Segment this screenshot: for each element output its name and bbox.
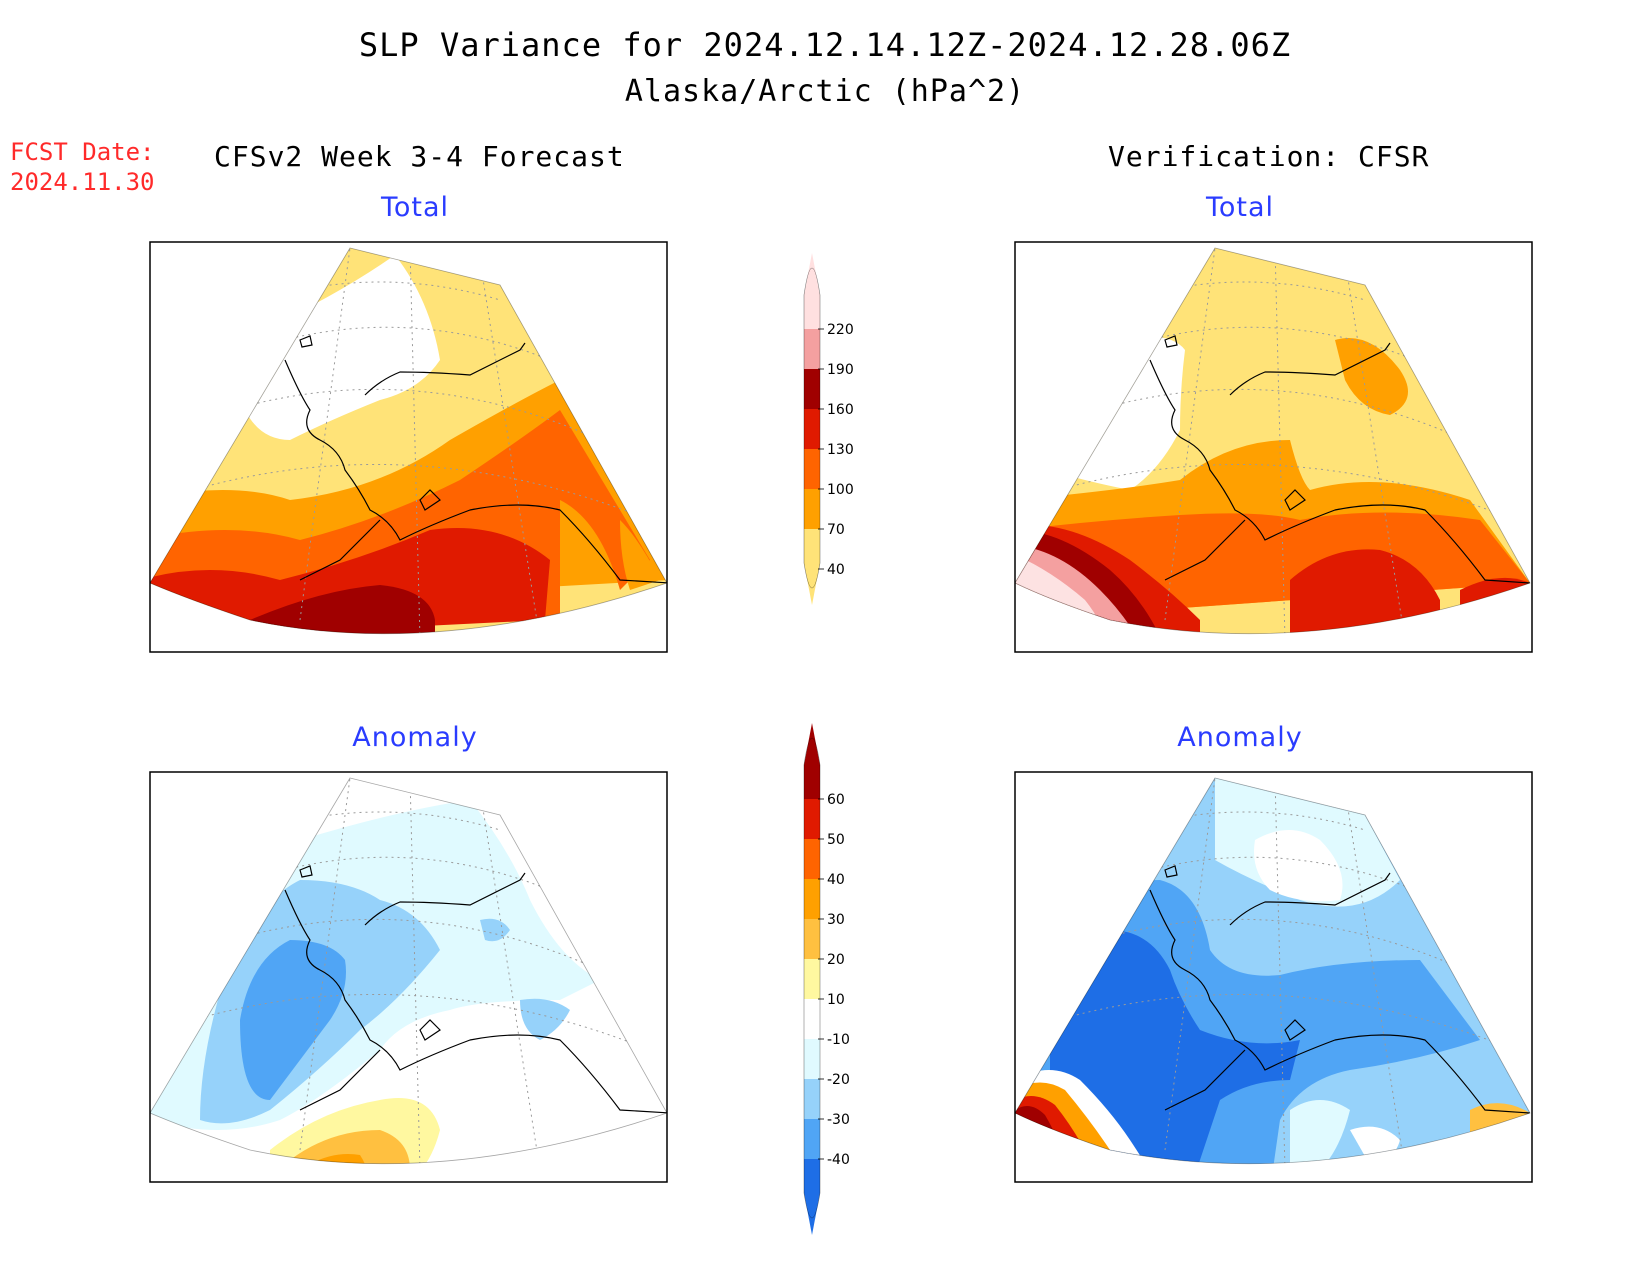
colorbar-anomaly-tick-label: 50 <box>827 832 845 848</box>
fcst-date-value: 2024.11.30 <box>10 168 155 196</box>
panel-title-verification-anomaly: Anomaly <box>1177 722 1303 753</box>
colorbar-anomaly-tick-label: 10 <box>827 992 845 1008</box>
colorbar-total-swatch <box>804 489 820 529</box>
map-verification-total <box>1014 241 1533 653</box>
colorbar-total-tick-label: 160 <box>827 402 854 418</box>
colorbar-anomaly-swatch <box>804 799 820 839</box>
forecast-column-title: CFSv2 Week 3-4 Forecast <box>214 140 625 173</box>
colorbar-total-tick-label: 220 <box>827 322 854 338</box>
map-frame <box>1014 771 1533 1183</box>
map-frame <box>149 241 668 653</box>
colorbar-anomaly-tick-label: -20 <box>827 1072 850 1088</box>
colorbar-total-swatch <box>804 329 820 369</box>
colorbar-anomaly-swatch <box>804 919 820 959</box>
colorbar-total-swatch <box>804 449 820 489</box>
verification-column-title: Verification: CFSR <box>1108 140 1430 173</box>
map-frame <box>149 771 668 1183</box>
colorbar-anomaly-tick-label: 20 <box>827 952 845 968</box>
page-title: SLP Variance for 2024.12.14.12Z-2024.12.… <box>358 26 1292 64</box>
colorbar-anomaly-swatch <box>804 1039 820 1079</box>
colorbar-total-swatch <box>804 369 820 409</box>
panel-title-verification-total: Total <box>1205 192 1275 223</box>
colorbar-anomaly-swatch <box>804 1119 820 1159</box>
fcst-date-label: FCST Date: <box>10 138 155 166</box>
colorbar-total-tick-label: 70 <box>827 522 845 538</box>
panel-title-forecast-total: Total <box>380 192 450 223</box>
colorbar-anomaly-tick-label: 60 <box>827 792 845 808</box>
colorbar-total-swatch <box>804 529 820 605</box>
colorbar-anomaly-tick-label: -30 <box>827 1112 850 1128</box>
colorbar-total-tick-label: 100 <box>827 482 854 498</box>
colorbar-anomaly-swatch <box>804 999 820 1039</box>
colorbar-anomaly-tick-label: 40 <box>827 872 845 888</box>
page-subtitle: Alaska/Arctic (hPa^2) <box>624 74 1026 109</box>
colorbar-anomaly-outline <box>803 738 821 1218</box>
colorbar-anomaly-swatch <box>804 723 820 799</box>
colorbar-anomaly-swatch <box>804 879 820 919</box>
colorbar-total-swatch <box>804 253 820 329</box>
colorbar-anomaly-tick-label: 30 <box>827 912 845 928</box>
map-forecast-anomaly <box>149 771 668 1183</box>
colorbar-total: 220 190 160 130 100 70 40 <box>803 253 854 605</box>
colorbar-anomaly-tick-label: -40 <box>827 1152 850 1168</box>
colorbar-total-tick-label: 40 <box>827 562 845 578</box>
colorbar-anomaly-swatch <box>804 1159 820 1235</box>
map-forecast-total <box>149 241 668 653</box>
colorbar-anomaly-swatch <box>804 959 820 999</box>
colorbar-anomaly-swatch <box>804 1079 820 1119</box>
map-verification-anomaly <box>1014 771 1533 1183</box>
colorbar-total-swatch <box>804 409 820 449</box>
colorbar-total-tick-label: 130 <box>827 442 854 458</box>
colorbar-total-outline <box>803 268 821 588</box>
colorbar-anomaly-tick-label: -10 <box>827 1032 850 1048</box>
panel-title-forecast-anomaly: Anomaly <box>352 722 478 753</box>
colorbar-anomaly: 60 50 40 30 20 10 -10 -20 -30 -40 <box>803 723 850 1235</box>
colorbar-anomaly-swatch <box>804 839 820 879</box>
map-frame <box>1014 241 1533 653</box>
colorbar-total-tick-label: 190 <box>827 362 854 378</box>
